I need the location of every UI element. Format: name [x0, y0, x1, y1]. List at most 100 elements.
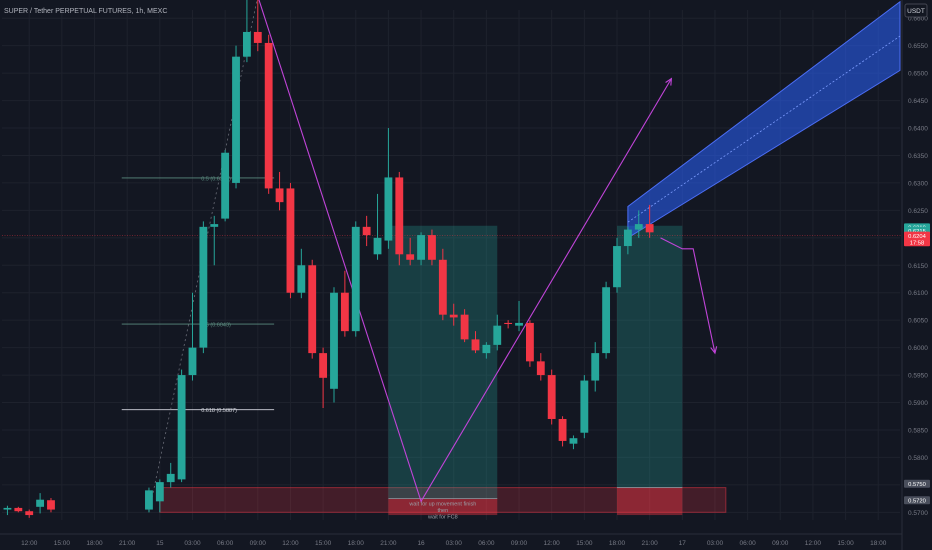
- time-tick-label: 16: [417, 540, 425, 547]
- time-tick-label: 15:00: [837, 540, 854, 547]
- price-label-text: 0.5720: [908, 499, 926, 505]
- time-tick-label: 21:00: [642, 540, 659, 547]
- arrow-head: [665, 77, 673, 86]
- candle-body: [569, 438, 578, 444]
- time-tick-label: 03:00: [446, 540, 463, 547]
- candle-body: [188, 347, 197, 376]
- price-tick-label: 0.6450: [908, 98, 928, 105]
- candle-body: [232, 56, 240, 183]
- price-tick-label: 0.5900: [908, 400, 928, 407]
- candle-body: [438, 259, 447, 315]
- currency-button-label: USDT: [907, 8, 925, 15]
- drawing-lines: [2, 0, 902, 513]
- candle-body: [286, 188, 295, 293]
- candle-body: [591, 353, 600, 381]
- candle-body: [177, 375, 186, 480]
- grid: [2, 10, 900, 520]
- time-tick-label: 18:00: [348, 540, 365, 547]
- candle-body: [330, 292, 338, 389]
- price-tick-label: 0.5800: [908, 455, 928, 462]
- price-tick-label: 0.5850: [908, 427, 928, 434]
- price-tick-label: 0.6250: [908, 208, 928, 215]
- candle-body: [602, 287, 611, 354]
- time-tick-label: 03:00: [707, 540, 724, 547]
- time-tick-label: 12:00: [544, 540, 561, 547]
- candle-body: [199, 226, 208, 348]
- time-tick-label: 06:00: [739, 540, 756, 547]
- time-tick-label: 15:00: [54, 540, 71, 547]
- candle-body: [25, 511, 34, 516]
- candle-body: [449, 314, 458, 318]
- candle-body: [297, 265, 306, 293]
- candle-body: [515, 322, 523, 326]
- time-tick-label: 09:00: [511, 540, 528, 547]
- position-stop-zone: [616, 487, 683, 516]
- fib-levels: 0.5 (0.6309) 0.5 (0.6043) 0.618 (0.5887): [121, 176, 275, 414]
- candle-body: [373, 237, 382, 255]
- time-tick-label: 06:00: [217, 540, 234, 547]
- candle-body: [558, 418, 567, 441]
- candle-body: [242, 31, 251, 57]
- price-label-text: 0.6204: [908, 234, 927, 240]
- candle-body: [384, 177, 393, 241]
- time-tick-label: 09:00: [772, 540, 789, 547]
- candle-body: [351, 226, 360, 332]
- price-tick-label: 0.6600: [908, 16, 928, 23]
- candle-body: [471, 339, 480, 351]
- price-tick-label: 0.6000: [908, 345, 928, 352]
- candle-body: [362, 226, 371, 236]
- candle-body: [3, 507, 12, 510]
- currency-button[interactable]: USDT: [904, 3, 928, 18]
- candle-body: [525, 322, 534, 362]
- candle-body: [536, 361, 545, 376]
- price-tick-label: 0.6300: [908, 180, 928, 187]
- candle-body: [504, 322, 513, 325]
- price-tick-label: 0.6550: [908, 43, 928, 50]
- candle-body: [308, 265, 317, 354]
- time-tick-label: 06:00: [478, 540, 495, 547]
- fib-label: 0.5 (0.6309): [201, 176, 231, 182]
- time-tick-label: 18:00: [609, 540, 626, 547]
- time-axis: 12:00 15:00 18:00 21:00 15 03:00 06:00 09:00 12:…: [0, 533, 902, 547]
- time-tick-label: 12:00: [282, 540, 299, 547]
- chart-title: SUPER / Tether PERPETUAL FUTURES, 1h, ME…: [4, 8, 167, 15]
- candle-body: [460, 314, 469, 340]
- candle-body: [645, 224, 654, 233]
- price-tick-label: 0.6500: [908, 71, 928, 78]
- candle-body: [166, 473, 175, 483]
- fib-label: 0.618 (0.5887): [201, 408, 237, 414]
- candle-body: [155, 482, 164, 502]
- candle-body: [275, 188, 284, 203]
- candle-body: [145, 490, 153, 510]
- price-tick-label: 0.5700: [908, 510, 928, 517]
- arrow-head: [710, 346, 718, 355]
- price-label-box: [904, 238, 930, 247]
- channel-band: [627, 0, 901, 239]
- time-tick-label: 18:00: [870, 540, 887, 547]
- candle-body: [395, 177, 404, 255]
- time-tick-label: 12:00: [805, 540, 822, 547]
- price-tick-label: 0.6350: [908, 153, 928, 160]
- candle-body: [319, 353, 328, 378]
- position-stop-zone: [388, 498, 498, 516]
- price-tick-label: 0.6150: [908, 263, 928, 270]
- price-tick-label: 0.5950: [908, 373, 928, 380]
- candle-body: [14, 507, 23, 512]
- time-tick-label: 17: [679, 540, 687, 547]
- position-note: wait for up movement finish: [408, 502, 476, 508]
- candle-body: [36, 499, 45, 507]
- fib-label: 0.5 (0.6043): [201, 322, 231, 328]
- channel-midline: [627, 35, 901, 223]
- time-tick-label: 03:00: [184, 540, 201, 547]
- position-note: wait for FC8: [427, 515, 458, 521]
- candle-body: [547, 375, 556, 419]
- position-profit-zone: [616, 225, 683, 488]
- candle-body: [210, 224, 219, 227]
- time-tick-label: 09:00: [250, 540, 267, 547]
- candle-body: [253, 31, 262, 43]
- position-note: then: [437, 508, 448, 514]
- candle-body: [406, 254, 415, 260]
